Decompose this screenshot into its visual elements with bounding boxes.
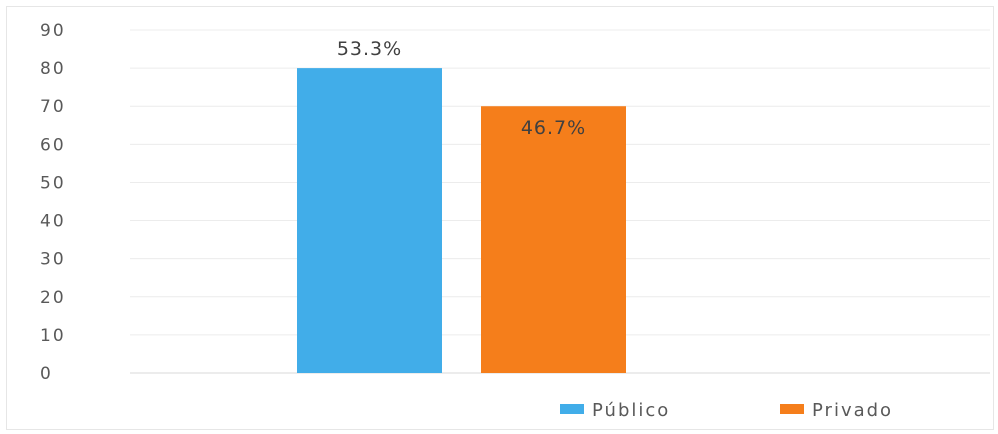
bars — [297, 68, 626, 373]
y-tick-label: 50 — [40, 173, 66, 193]
y-tick-label: 90 — [40, 21, 66, 41]
gridlines — [130, 29, 990, 374]
y-tick-label: 10 — [40, 326, 66, 346]
y-tick-label: 30 — [40, 250, 66, 270]
legend: Público Privado — [560, 400, 893, 421]
legend-label: Privado — [812, 400, 893, 421]
y-tick-label: 40 — [40, 212, 66, 232]
bar-privado — [481, 106, 626, 373]
y-tick-label: 80 — [40, 59, 66, 79]
y-tick-label: 20 — [40, 288, 66, 308]
y-tick-label: 0 — [40, 364, 53, 384]
y-axis: 0 10 20 30 40 50 60 70 80 90 — [40, 21, 66, 384]
data-label: 53.3% — [337, 38, 402, 60]
y-tick-label: 70 — [40, 97, 66, 117]
data-labels: 53.3% 46.7% — [337, 38, 586, 139]
data-label: 46.7% — [521, 117, 586, 139]
legend-swatch — [780, 404, 804, 414]
legend-label: Público — [592, 400, 670, 421]
y-tick-label: 60 — [40, 135, 66, 155]
legend-swatch — [560, 404, 584, 414]
bar-publico — [297, 68, 442, 373]
